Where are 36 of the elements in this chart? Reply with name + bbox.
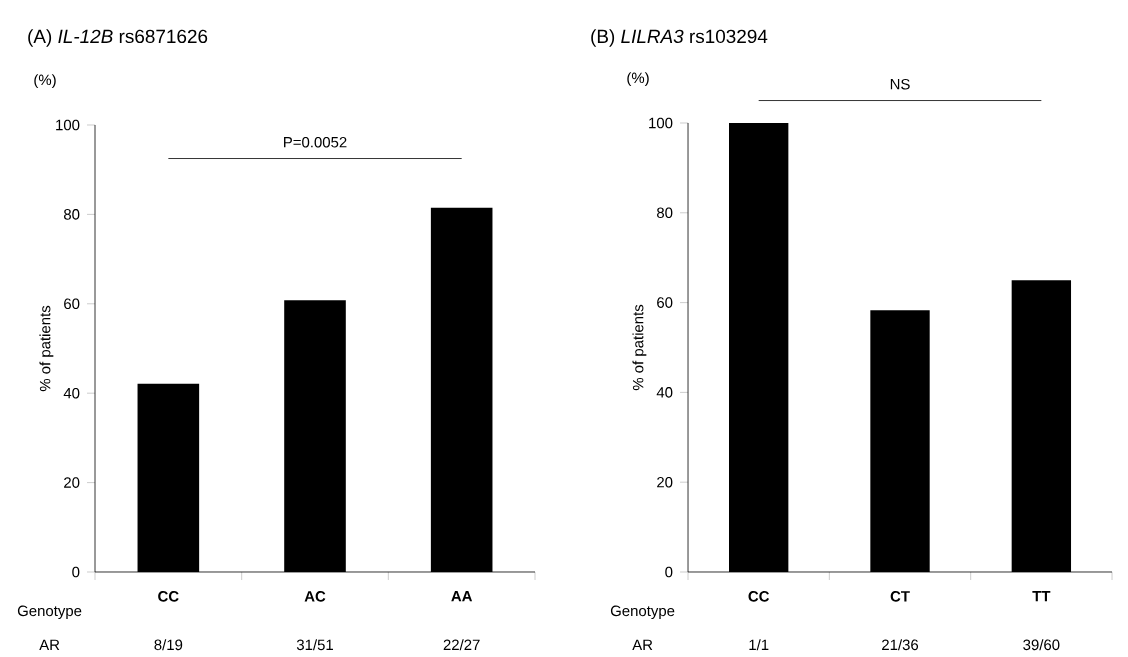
x-tick-label: TT <box>1032 591 1051 602</box>
y-tick-label: 20 <box>64 477 80 488</box>
text: 8/19 <box>154 639 183 651</box>
chart-title: (B) LILRA3 rs103294 <box>591 29 768 47</box>
y-tick-label: 60 <box>64 298 80 310</box>
x-axis-title: Genotype <box>610 605 675 620</box>
y-axis-title: % of patients <box>632 304 647 391</box>
y-axis-title: % of patients <box>39 305 54 392</box>
text: 22/27 <box>443 639 480 651</box>
x-tick-label: CC <box>158 591 179 602</box>
text: 39/60 <box>1023 639 1060 651</box>
y-tick-label: 80 <box>64 209 80 220</box>
x-tick-label: CT <box>890 591 910 602</box>
x-tick-label: AC <box>304 591 326 602</box>
text: NS <box>890 79 910 90</box>
x-tick-label: CC <box>748 591 770 602</box>
text: 1/1 <box>749 639 769 651</box>
y-tick-label: 80 <box>657 207 673 219</box>
x-axis-title: Genotype <box>17 605 82 620</box>
y-tick-label: 40 <box>63 388 80 399</box>
chart-title: (A) IL-12B rs6871626 <box>28 29 208 47</box>
text: 31/51 <box>296 639 333 651</box>
text: (%) <box>34 74 56 89</box>
text: AR <box>632 639 653 651</box>
text: AR <box>39 639 60 651</box>
y-tick-label: 100 <box>649 117 673 129</box>
y-tick-label: 100 <box>56 119 80 131</box>
y-tick-label: 40 <box>656 387 673 398</box>
y-tick-label: 0 <box>72 566 80 578</box>
y-tick-label: 20 <box>657 477 673 488</box>
x-tick-label: AA <box>451 591 473 602</box>
y-tick-label: 0 <box>665 566 673 578</box>
annotation: P=0.0052 <box>284 137 347 148</box>
text: 21/36 <box>882 639 919 651</box>
text: (%) <box>627 72 649 87</box>
y-tick-label: 60 <box>657 297 673 308</box>
